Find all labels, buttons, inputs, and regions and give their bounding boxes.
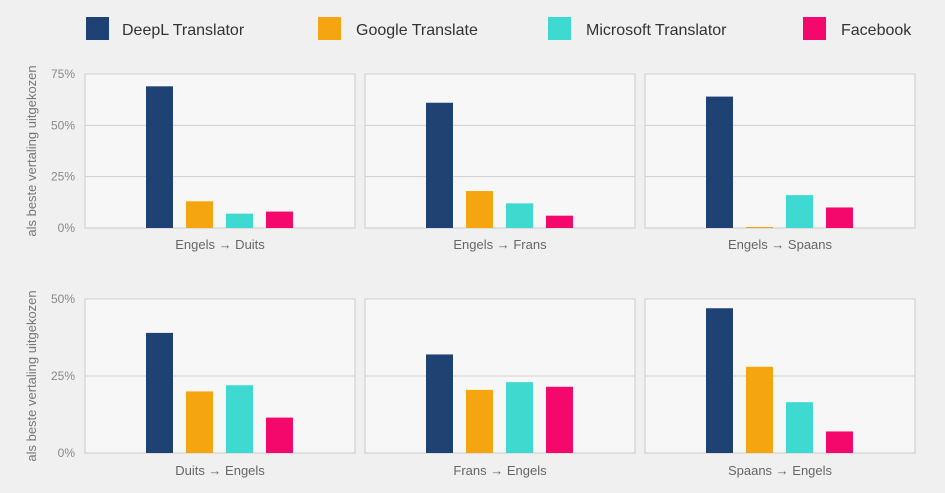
legend-swatch-microsoft-translator — [548, 17, 571, 40]
panel-engels-spaans: Engels → Spaans — [644, 73, 916, 252]
bar-facebook — [546, 386, 573, 453]
panel-background — [644, 73, 916, 229]
bar-facebook — [826, 431, 853, 453]
bar-google-translate — [186, 201, 213, 228]
bar-facebook — [826, 207, 853, 228]
bar-facebook — [266, 417, 293, 453]
y-tick-label: 50% — [51, 292, 75, 306]
y-tick-label: 50% — [51, 118, 75, 132]
y-tick-label: 25% — [51, 369, 75, 383]
panel-engels-frans: Engels → Frans — [364, 73, 636, 252]
panel-duits-engels: Duits → Engels — [84, 298, 356, 478]
y-axis-title-row-2: als beste vertaling uitgekozen — [24, 290, 39, 461]
bar-google-translate — [186, 391, 213, 453]
legend-label-microsoft-translator: Microsoft Translator — [586, 22, 727, 39]
bar-deepl-translator — [426, 354, 453, 453]
bar-facebook — [266, 211, 293, 228]
bar-deepl-translator — [146, 86, 173, 228]
legend-label-google-translate: Google Translate — [356, 22, 478, 39]
bar-microsoft-translator — [506, 203, 533, 228]
y-tick-label: 0% — [58, 221, 76, 235]
bar-deepl-translator — [146, 332, 173, 453]
bar-deepl-translator — [706, 308, 733, 453]
category-label: Engels → Spaans — [728, 237, 833, 252]
bar-facebook — [546, 215, 573, 228]
panel-spaans-engels: Spaans → Engels — [644, 298, 916, 478]
y-tick-label: 25% — [51, 170, 75, 184]
legend-label-facebook: Facebook — [841, 22, 912, 39]
bar-microsoft-translator — [786, 402, 813, 453]
bar-deepl-translator — [706, 96, 733, 228]
panel-background — [84, 73, 356, 229]
legend-swatch-facebook — [803, 17, 826, 40]
y-tick-label: 75% — [51, 67, 75, 81]
bar-google-translate — [746, 226, 773, 228]
y-axis-title-row-1: als beste vertaling uitgekozen — [24, 65, 39, 236]
bar-google-translate — [466, 389, 493, 453]
bar-google-translate — [466, 191, 493, 228]
category-label: Frans → Engels — [453, 463, 547, 478]
chart-panels: als beste vertaling uitgekozen 0% 25% 50% 75… — [24, 65, 916, 478]
panel-background — [364, 73, 636, 229]
bar-deepl-translator — [426, 102, 453, 228]
bar-microsoft-translator — [226, 385, 253, 453]
y-tick-label: 0% — [58, 446, 76, 460]
panel-frans-engels: Frans → Engels — [364, 298, 636, 478]
bar-microsoft-translator — [226, 213, 253, 228]
category-label: Duits → Engels — [175, 463, 265, 478]
legend-swatch-deepl-translator — [86, 17, 109, 40]
category-label: Spaans → Engels — [728, 463, 833, 478]
bar-microsoft-translator — [506, 382, 533, 453]
legend-label-deepl-translator: DeepL Translator — [122, 22, 245, 39]
legend-swatch-google-translate — [318, 17, 341, 40]
category-label: Engels → Frans — [453, 237, 547, 252]
bar-google-translate — [746, 366, 773, 453]
category-label: Engels → Duits — [175, 237, 265, 252]
bar-microsoft-translator — [786, 195, 813, 228]
panel-engels-duits: Engels → Duits — [84, 73, 356, 252]
chart-legend: DeepL Translator Google Translate Microsof… — [86, 17, 912, 40]
